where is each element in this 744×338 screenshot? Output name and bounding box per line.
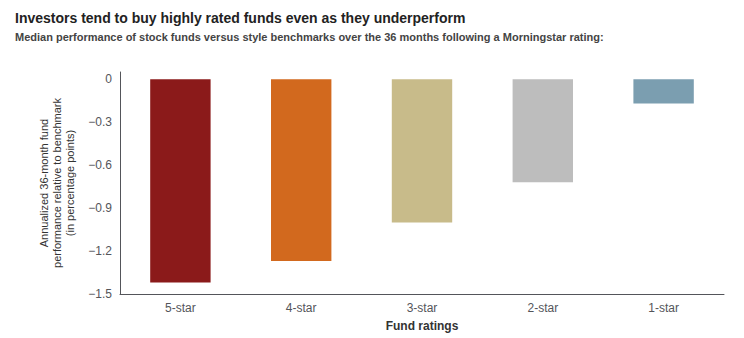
- svg-text:performance relative to benchm: performance relative to benchmark: [51, 98, 63, 268]
- svg-text:−0.3: −0.3: [88, 115, 112, 129]
- svg-text:Annualized 36-month fund: Annualized 36-month fund: [38, 119, 50, 247]
- svg-text:2-star: 2-star: [527, 301, 558, 315]
- svg-text:1-star: 1-star: [648, 301, 679, 315]
- svg-text:−1.2: −1.2: [88, 244, 112, 258]
- svg-text:−1.5: −1.5: [88, 287, 112, 301]
- svg-text:−0.9: −0.9: [88, 201, 112, 215]
- svg-text:Investors tend to buy highly r: Investors tend to buy highly rated funds…: [15, 10, 465, 26]
- svg-text:Median performance of stock fu: Median performance of stock funds versus…: [15, 31, 604, 43]
- svg-text:(in percentage points): (in percentage points): [64, 130, 76, 236]
- svg-text:Fund ratings: Fund ratings: [386, 319, 459, 333]
- svg-text:4-star: 4-star: [286, 301, 317, 315]
- svg-text:5-star: 5-star: [165, 301, 196, 315]
- svg-text:3-star: 3-star: [407, 301, 438, 315]
- svg-text:−0.6: −0.6: [88, 158, 112, 172]
- svg-text:0: 0: [105, 72, 112, 86]
